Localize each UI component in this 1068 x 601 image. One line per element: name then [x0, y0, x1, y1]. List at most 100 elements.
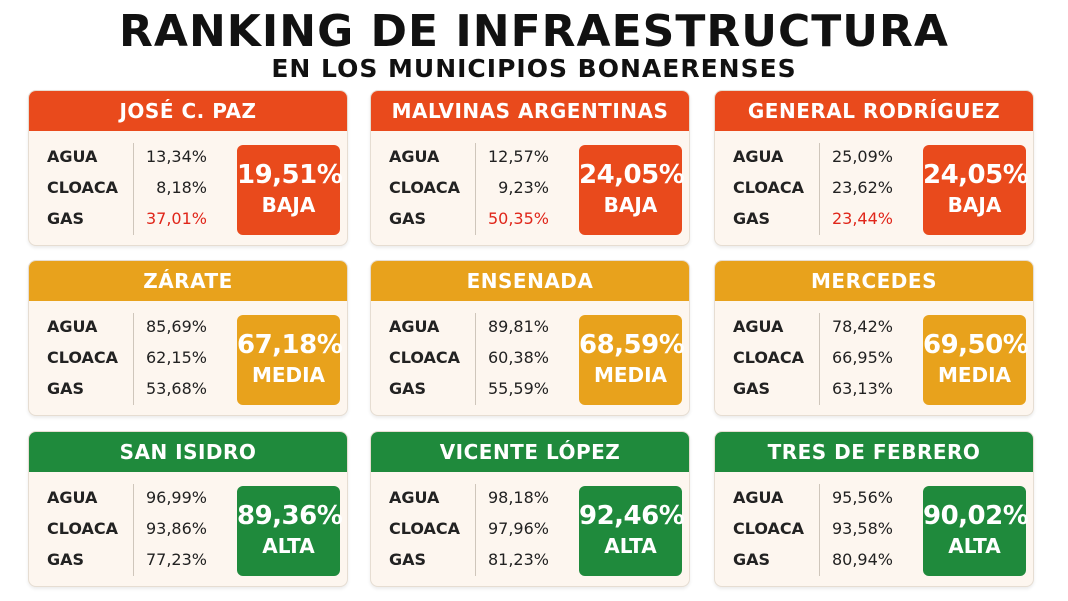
municipio-card: ZÁRATE AGUA 85,69% CLOACA 62,15% GAS 53,68%…	[28, 260, 348, 416]
score-value: 24,05%	[923, 160, 1029, 190]
cloaca-label: CLOACA	[47, 519, 119, 538]
cloaca-value: 62,15%	[145, 348, 207, 367]
municipio-card: TRES DE FEBRERO AGUA 95,56% CLOACA 93,58% …	[714, 431, 1034, 587]
score-badge: 24,05% BAJA	[579, 145, 685, 235]
score-level: MEDIA	[937, 363, 1012, 387]
agua-label: AGUA	[389, 147, 440, 166]
score-badge: 90,02% ALTA	[923, 486, 1029, 576]
score-badge: 24,05% BAJA	[923, 145, 1029, 235]
agua-label: AGUA	[733, 147, 784, 166]
cloaca-value: 93,86%	[145, 519, 207, 538]
cloaca-label: CLOACA	[733, 519, 805, 538]
score-value: 67,18%	[237, 330, 343, 360]
card-header: MERCEDES	[715, 261, 1033, 301]
divider	[475, 484, 476, 576]
gas-value: 50,35%	[487, 209, 549, 228]
municipio-card: JOSÉ C. PAZ AGUA 13,34% CLOACA 8,18% GAS 37…	[28, 90, 348, 246]
card-header: GENERAL RODRÍGUEZ	[715, 91, 1033, 131]
agua-value: 96,99%	[145, 488, 207, 507]
score-badge: 19,51% BAJA	[237, 145, 343, 235]
gas-value: 37,01%	[145, 209, 207, 228]
municipio-card: MALVINAS ARGENTINAS AGUA 12,57% CLOACA 9,2…	[370, 90, 690, 246]
cloaca-value: 66,95%	[831, 348, 893, 367]
gas-label: GAS	[389, 379, 427, 398]
card-header: VICENTE LÓPEZ	[371, 432, 689, 472]
divider	[133, 143, 134, 235]
gas-value: 80,94%	[831, 550, 893, 569]
divider	[133, 484, 134, 576]
agua-value: 13,34%	[145, 147, 207, 166]
card-header: ENSENADA	[371, 261, 689, 301]
score-value: 92,46%	[579, 501, 685, 531]
cloaca-label: CLOACA	[733, 178, 805, 197]
gas-value: 53,68%	[145, 379, 207, 398]
divider	[819, 143, 820, 235]
score-level: ALTA	[948, 534, 1001, 558]
cloaca-label: CLOACA	[733, 348, 805, 367]
agua-value: 98,18%	[487, 488, 549, 507]
score-value: 69,50%	[923, 330, 1029, 360]
cloaca-value: 60,38%	[487, 348, 549, 367]
divider	[819, 484, 820, 576]
municipio-card: GENERAL RODRÍGUEZ AGUA 25,09% CLOACA 23,62…	[714, 90, 1034, 246]
agua-value: 12,57%	[487, 147, 549, 166]
agua-label: AGUA	[47, 317, 98, 336]
gas-value: 55,59%	[487, 379, 549, 398]
agua-value: 85,69%	[145, 317, 207, 336]
score-value: 89,36%	[237, 501, 343, 531]
score-level: MEDIA	[251, 363, 326, 387]
agua-value: 25,09%	[831, 147, 893, 166]
card-header: MALVINAS ARGENTINAS	[371, 91, 689, 131]
cloaca-value: 9,23%	[498, 178, 549, 197]
score-badge: 92,46% ALTA	[579, 486, 685, 576]
agua-label: AGUA	[389, 317, 440, 336]
municipio-card: SAN ISIDRO AGUA 96,99% CLOACA 93,86% GAS 77…	[28, 431, 348, 587]
score-level: BAJA	[261, 193, 316, 217]
divider	[475, 143, 476, 235]
cloaca-value: 23,62%	[831, 178, 893, 197]
agua-value: 95,56%	[831, 488, 893, 507]
score-level: BAJA	[603, 193, 658, 217]
cloaca-value: 93,58%	[831, 519, 893, 538]
agua-value: 78,42%	[831, 317, 893, 336]
gas-value: 81,23%	[487, 550, 549, 569]
municipio-card: ENSENADA AGUA 89,81% CLOACA 60,38% GAS 55,5…	[370, 260, 690, 416]
score-level: MEDIA	[593, 363, 668, 387]
score-level: ALTA	[604, 534, 657, 558]
cloaca-label: CLOACA	[389, 178, 461, 197]
divider	[133, 313, 134, 405]
cloaca-label: CLOACA	[47, 178, 119, 197]
gas-label: GAS	[47, 209, 85, 228]
cloaca-value: 97,96%	[487, 519, 549, 538]
municipio-card: MERCEDES AGUA 78,42% CLOACA 66,95% GAS 63,1…	[714, 260, 1034, 416]
score-value: 24,05%	[579, 160, 685, 190]
agua-label: AGUA	[47, 488, 98, 507]
gas-label: GAS	[733, 209, 771, 228]
page-title: RANKING DE INFRAESTRUCTURA	[119, 6, 949, 57]
card-header: ZÁRATE	[29, 261, 347, 301]
gas-label: GAS	[47, 379, 85, 398]
gas-value: 23,44%	[831, 209, 893, 228]
gas-label: GAS	[47, 550, 85, 569]
municipio-card: VICENTE LÓPEZ AGUA 98,18% CLOACA 97,96% GA…	[370, 431, 690, 587]
gas-label: GAS	[389, 550, 427, 569]
gas-label: GAS	[733, 550, 771, 569]
gas-label: GAS	[733, 379, 771, 398]
gas-label: GAS	[389, 209, 427, 228]
score-badge: 68,59% MEDIA	[579, 315, 685, 405]
score-value: 68,59%	[579, 330, 685, 360]
score-level: ALTA	[262, 534, 315, 558]
card-header: TRES DE FEBRERO	[715, 432, 1033, 472]
card-header: JOSÉ C. PAZ	[29, 91, 347, 131]
cloaca-label: CLOACA	[389, 519, 461, 538]
cloaca-value: 8,18%	[156, 178, 207, 197]
card-header: SAN ISIDRO	[29, 432, 347, 472]
divider	[819, 313, 820, 405]
cloaca-label: CLOACA	[389, 348, 461, 367]
agua-label: AGUA	[733, 488, 784, 507]
agua-label: AGUA	[389, 488, 440, 507]
score-badge: 89,36% ALTA	[237, 486, 343, 576]
score-level: BAJA	[947, 193, 1002, 217]
cloaca-label: CLOACA	[47, 348, 119, 367]
gas-value: 77,23%	[145, 550, 207, 569]
